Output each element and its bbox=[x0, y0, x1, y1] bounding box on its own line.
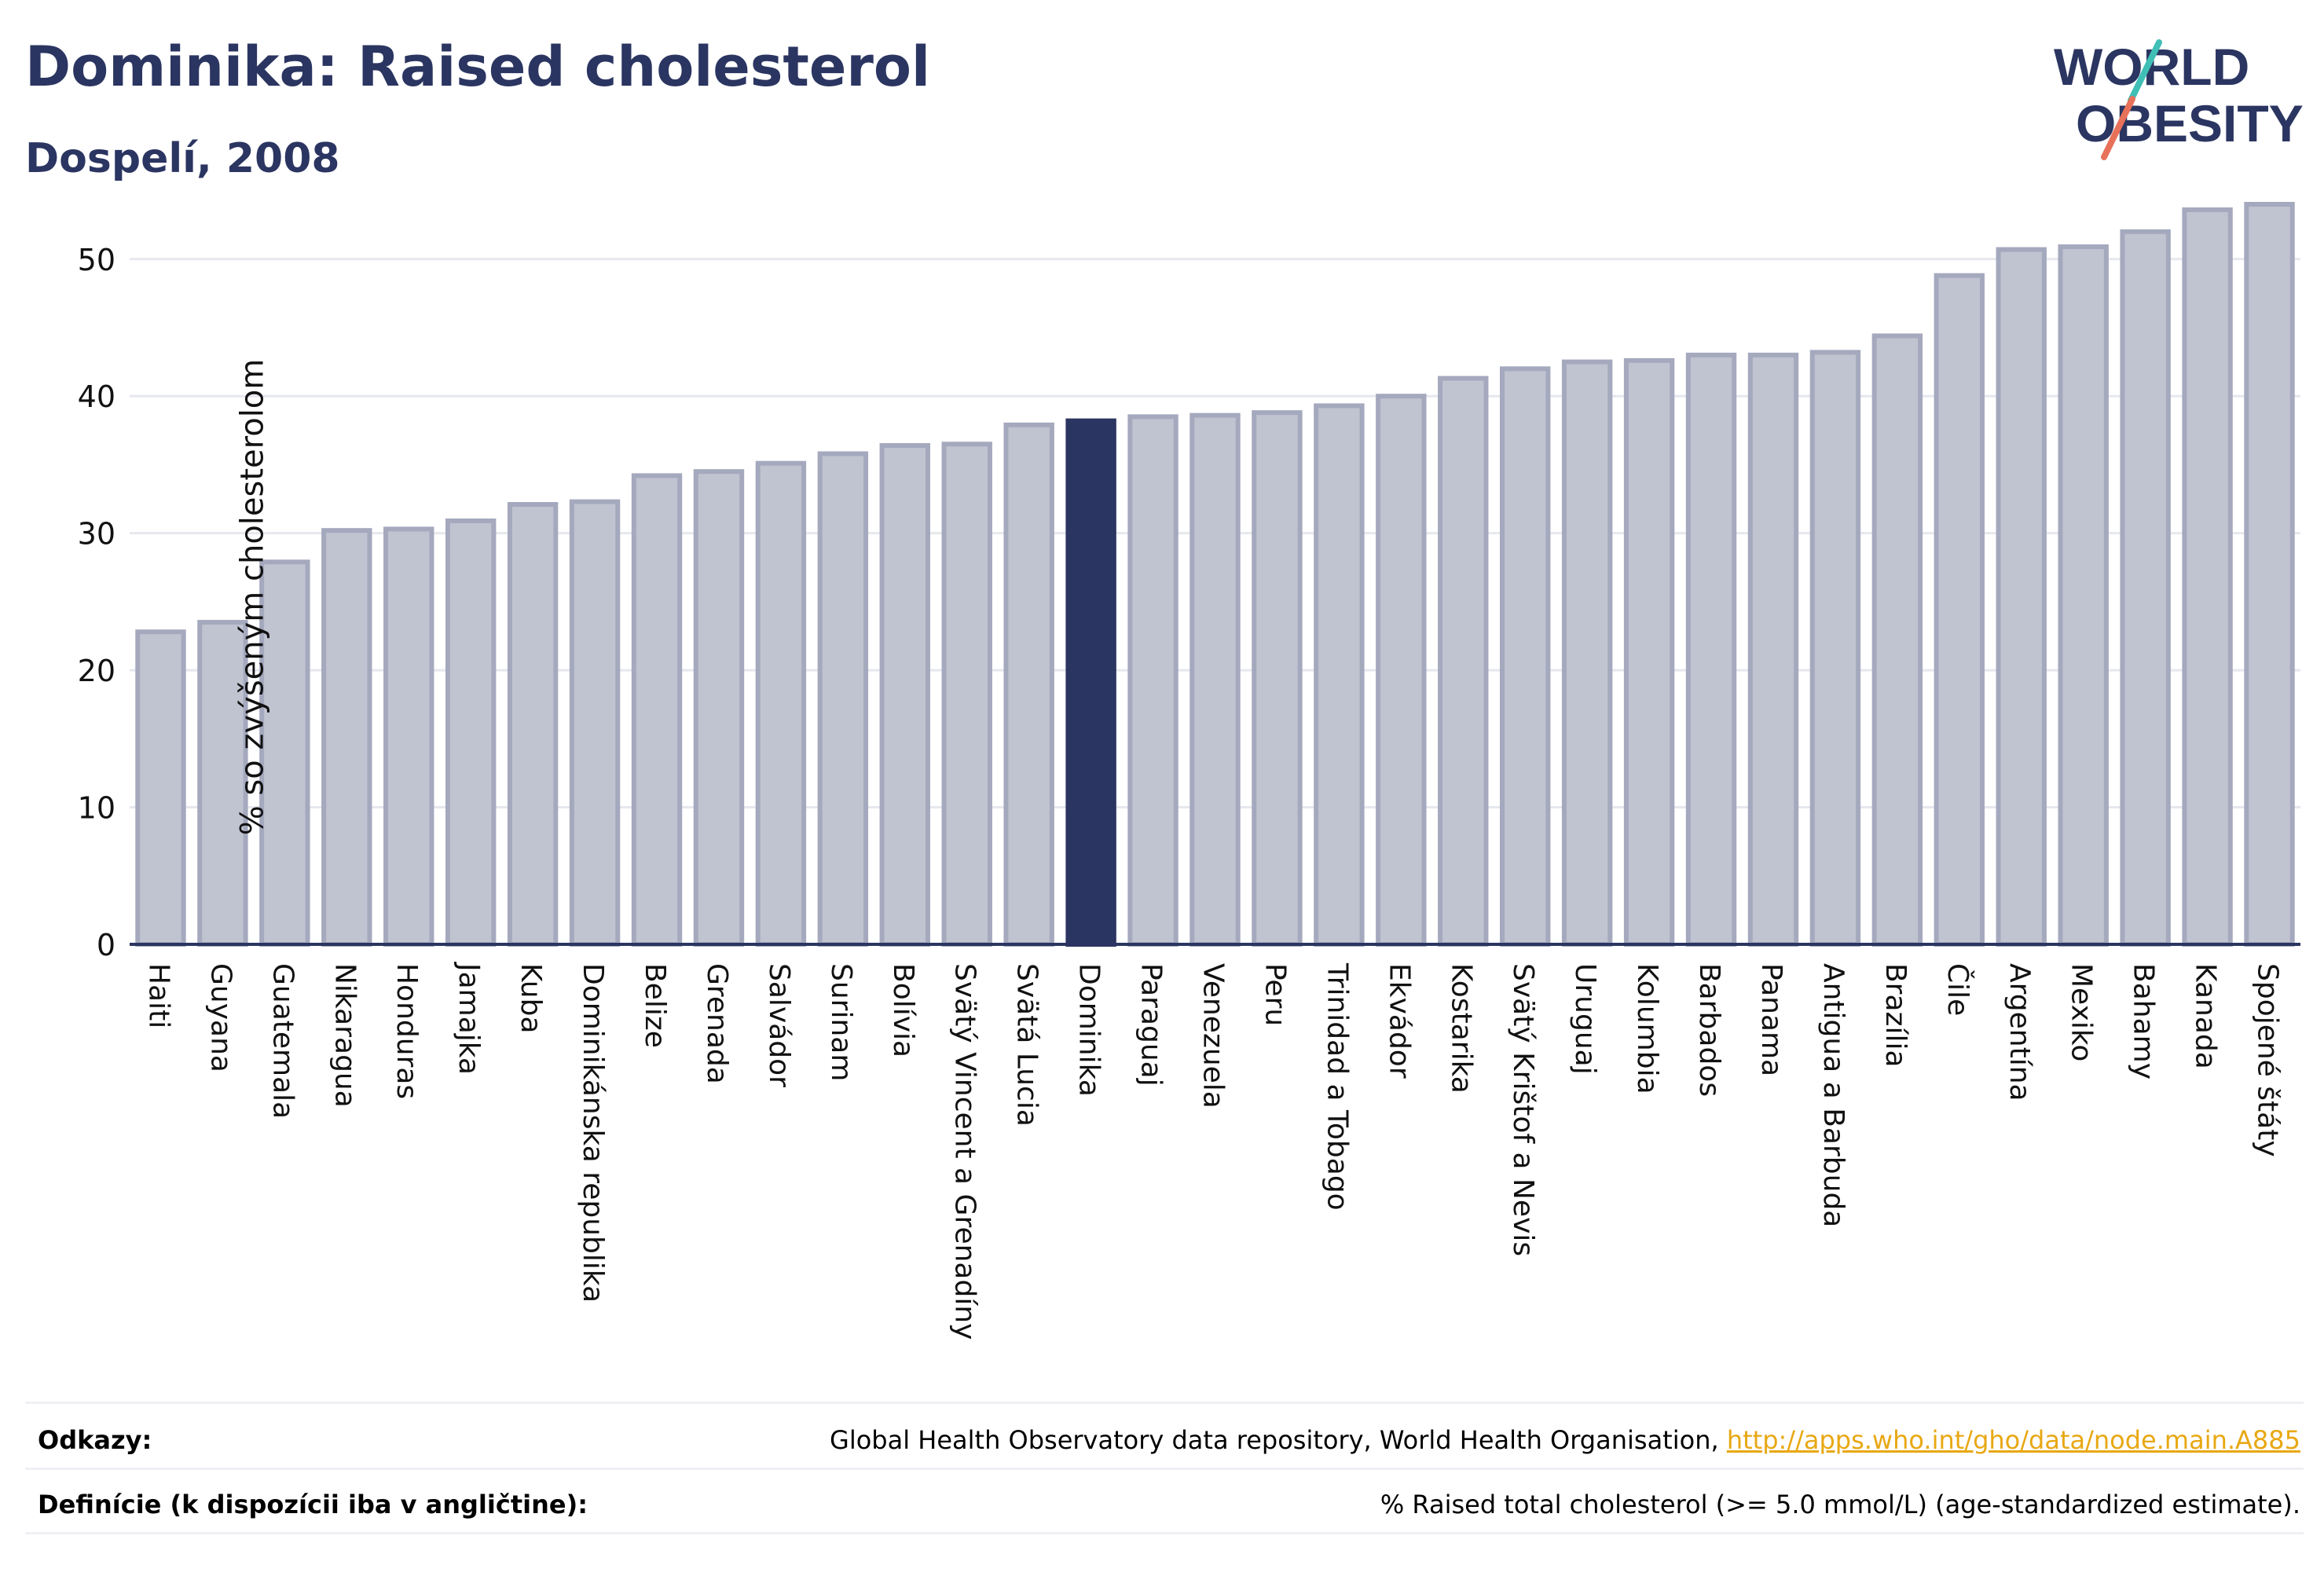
bar-haiti bbox=[135, 629, 186, 947]
y-tick-label: 30 bbox=[78, 517, 115, 552]
bar-salv-dor bbox=[755, 460, 807, 947]
x-tick-label: Barbados bbox=[1693, 963, 1725, 1097]
footer-divider-top bbox=[25, 1402, 2304, 1404]
bar-sv-t-lucia bbox=[1003, 422, 1054, 947]
bar-argent-na bbox=[1996, 247, 2047, 947]
x-tick-label: Svätý Vincent a Grenadíny bbox=[949, 963, 981, 1340]
y-tick-label: 40 bbox=[78, 379, 115, 414]
x-tick-label: Bolívia bbox=[887, 963, 919, 1057]
x-tick-label: Grenada bbox=[701, 963, 733, 1084]
y-tick-label: 10 bbox=[78, 791, 115, 826]
footer-divider-bottom bbox=[25, 1532, 2304, 1534]
chart-subtitle: Dospelí, 2008 bbox=[25, 135, 340, 182]
x-tick-label: Kostarika bbox=[1445, 963, 1477, 1094]
references-link[interactable]: http://apps.who.int/gho/data/node.main.A… bbox=[1726, 1425, 2300, 1455]
bar-kolumbia bbox=[1623, 357, 1675, 947]
x-tick-label: Uruguaj bbox=[1569, 963, 1601, 1075]
definitions-text: % Raised total cholesterol (>= 5.0 mmol/… bbox=[1380, 1490, 2300, 1519]
x-tick-label: Spojené štáty bbox=[2252, 963, 2284, 1157]
bar-paraguaj bbox=[1127, 414, 1178, 947]
x-tick-label: Salvádor bbox=[763, 963, 795, 1087]
x-tick-label: Peru bbox=[1259, 963, 1291, 1026]
bar-nikaragua bbox=[321, 528, 372, 947]
x-tick-label: Paraguaj bbox=[1135, 963, 1167, 1087]
bar-dominik-nska-republika bbox=[569, 499, 621, 947]
bar-kuba bbox=[507, 502, 559, 947]
x-tick-label: Kuba bbox=[515, 963, 547, 1034]
references-label: Odkazy: bbox=[38, 1425, 152, 1455]
x-tick-label: Guyana bbox=[204, 963, 236, 1072]
definitions-label: Definície (k dispozícii iba v angličtine… bbox=[38, 1490, 588, 1519]
world-obesity-logo: WORLD OBESITY bbox=[2043, 16, 2310, 173]
x-tick-label: Argentína bbox=[2003, 963, 2036, 1101]
bar-guatemala bbox=[259, 559, 310, 947]
x-tick-label: Ekvádor bbox=[1383, 963, 1415, 1079]
y-tick-label: 20 bbox=[78, 654, 115, 688]
chart-title: Dominika: Raised cholesterol bbox=[25, 35, 930, 99]
x-tick-label: Kanada bbox=[2190, 963, 2222, 1069]
x-tick-label: Svätá Lucia bbox=[1011, 963, 1043, 1127]
bar-surinam bbox=[817, 451, 869, 947]
x-tick-label: Panama bbox=[1755, 963, 1787, 1076]
x-tick-label: Mexiko bbox=[2066, 963, 2098, 1061]
x-tick-label: Belize bbox=[639, 963, 671, 1048]
bar-sv-t-kri-tof-a-nevis bbox=[1500, 366, 1551, 947]
x-tick-label: Brazília bbox=[1879, 963, 1912, 1068]
bar-braz-lia bbox=[1871, 333, 1923, 947]
footer-divider-middle bbox=[25, 1468, 2304, 1470]
references-text: Global Health Observatory data repositor… bbox=[830, 1425, 1727, 1455]
bar-kostarika bbox=[1438, 376, 1489, 947]
x-tick-label: Haiti bbox=[142, 963, 174, 1028]
x-tick-label: Trinidad a Tobago bbox=[1321, 962, 1353, 1211]
bar--ile bbox=[1934, 273, 1985, 947]
bar-belize bbox=[631, 473, 683, 947]
bar-sv-t-vincent-a-grenad-ny bbox=[941, 442, 992, 947]
references-value: Global Health Observatory data repositor… bbox=[830, 1425, 2300, 1455]
x-tick-label: Honduras bbox=[390, 963, 423, 1099]
x-tick-label: Svätý Krištof a Nevis bbox=[1507, 963, 1539, 1256]
world-obesity-logo-graphic: WORLD OBESITY bbox=[2054, 38, 2304, 160]
bar-jamajka bbox=[445, 518, 497, 947]
bar-venezuela bbox=[1189, 412, 1241, 947]
bar-antigua-a-barbuda bbox=[1809, 350, 1861, 947]
x-tick-label: Kolumbia bbox=[1631, 963, 1663, 1094]
y-tick-label: 50 bbox=[78, 243, 115, 277]
bar-kanada bbox=[2182, 207, 2233, 947]
bar-spojen-t-ty bbox=[2244, 202, 2295, 947]
x-tick-label: Dominika bbox=[1073, 963, 1105, 1097]
bar-uruguaj bbox=[1561, 359, 1613, 947]
bar-mexiko bbox=[2058, 244, 2109, 947]
x-tick-label: Surinam bbox=[825, 963, 857, 1081]
bar-grenada bbox=[693, 469, 745, 947]
bar-peru bbox=[1252, 410, 1303, 947]
logo-line1: WORLD bbox=[2054, 38, 2249, 96]
y-tick-label: 0 bbox=[97, 928, 115, 962]
x-tick-label: Čile bbox=[1941, 963, 1974, 1016]
x-tick-label: Antigua a Barbuda bbox=[1817, 963, 1849, 1227]
bar-panama bbox=[1747, 352, 1799, 947]
x-tick-label: Guatemala bbox=[266, 963, 299, 1119]
y-axis-label: % so zvýšeným cholesterolom bbox=[234, 358, 271, 836]
bar-bahamy bbox=[2120, 229, 2171, 947]
bar-chart: 0 10 20 30 40 50 Haiti Guyana Guatemala Nikaragua… bbox=[78, 202, 2300, 1340]
bar-dominika bbox=[1065, 418, 1116, 947]
x-tick-label: Venezuela bbox=[1197, 963, 1230, 1109]
bar-honduras bbox=[383, 526, 434, 947]
bar-barbados bbox=[1685, 352, 1737, 947]
x-tick-label: Nikaragua bbox=[328, 963, 361, 1108]
bar-ekv-dor bbox=[1376, 394, 1427, 947]
bar-trinidad-a-tobago bbox=[1314, 403, 1365, 947]
bar-bol-via bbox=[879, 443, 930, 947]
x-tick-label: Jamajka bbox=[453, 962, 485, 1075]
x-tick-label: Bahamy bbox=[2128, 963, 2160, 1079]
x-tick-label: Dominikánska republika bbox=[577, 963, 609, 1303]
